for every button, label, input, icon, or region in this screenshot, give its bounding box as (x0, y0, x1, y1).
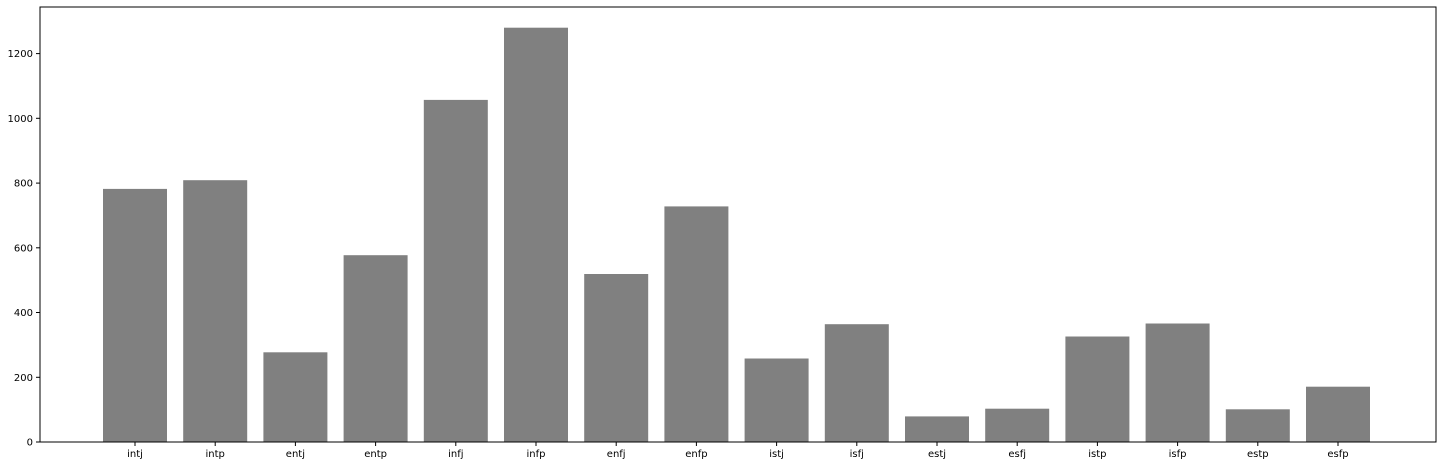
bar-enfp (664, 206, 729, 442)
bar-isfj (824, 324, 889, 442)
plot-background (40, 7, 1436, 442)
x-tick-label-istj: istj (769, 449, 784, 460)
x-tick-label-estp: estp (1247, 449, 1269, 460)
x-tick-label-intj: intj (127, 449, 143, 460)
bar-intp (183, 180, 248, 442)
plot-frame (39, 6, 1437, 443)
y-tick-label: 800 (14, 179, 33, 190)
x-tick-label-estj: estj (928, 449, 946, 460)
bars-group (103, 27, 1370, 443)
x-axis-ticks: intj intp entj entp infj infp enfj enfp istj isfj… (127, 442, 1349, 460)
bar-estj (905, 416, 969, 442)
y-tick-label: 1000 (8, 114, 33, 125)
x-tick-label-enfp: enfp (685, 449, 707, 460)
bar-infj (423, 99, 488, 443)
y-tick-label: 400 (14, 308, 33, 319)
y-axis-ticks: 0 200 400 600 800 1000 1200 (8, 49, 40, 449)
x-tick-label-esfj: esfj (1008, 449, 1026, 460)
bar-infp (504, 27, 568, 442)
bar-istj (744, 358, 809, 442)
bar-entj (263, 352, 328, 442)
bar-estp (1225, 409, 1290, 442)
bar-intj (103, 188, 167, 442)
x-tick-label-infp: infp (527, 449, 546, 460)
x-tick-label-infj: infj (448, 449, 463, 460)
x-tick-label-isfj: isfj (850, 449, 864, 460)
x-tick-label-entp: entp (364, 449, 387, 460)
bar-enfj (584, 274, 649, 442)
x-tick-label-enfj: enfj (607, 449, 626, 460)
y-tick-label: 600 (14, 243, 33, 254)
y-tick-label: 200 (14, 373, 33, 384)
bar-esfj (985, 408, 1050, 442)
x-tick-label-entj: entj (286, 449, 305, 460)
y-tick-label: 0 (27, 438, 33, 449)
bar-esfp (1306, 386, 1370, 442)
bar-istp (1065, 336, 1130, 442)
x-tick-label-isfp: isfp (1169, 449, 1187, 460)
x-tick-label-intp: intp (206, 449, 225, 460)
x-tick-label-esfp: esfp (1327, 449, 1348, 460)
bar-isfp (1145, 323, 1210, 442)
x-tick-label-istp: istp (1088, 449, 1106, 460)
bar-entp (343, 255, 408, 442)
y-tick-label: 1200 (8, 49, 33, 60)
